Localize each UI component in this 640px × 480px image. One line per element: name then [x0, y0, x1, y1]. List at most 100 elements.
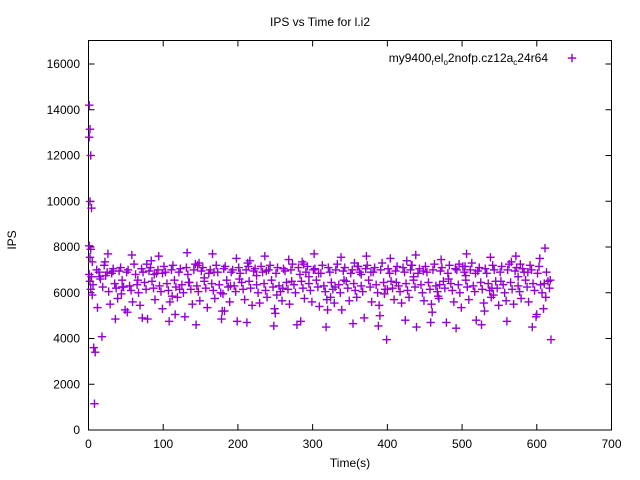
data-point [513, 281, 523, 291]
data-point [85, 197, 95, 206]
data-point [291, 288, 300, 297]
data-point [374, 301, 384, 310]
data-point [288, 259, 297, 269]
data-point [358, 287, 367, 296]
data-point [427, 307, 437, 317]
data-point [362, 251, 371, 261]
data-point [521, 275, 530, 285]
data-point [340, 263, 349, 272]
data-point [128, 297, 137, 307]
data-point [437, 263, 447, 272]
data-point [476, 278, 485, 287]
data-point [402, 256, 411, 265]
data-point [537, 288, 547, 297]
data-point [271, 309, 280, 318]
data-point [413, 269, 423, 278]
y-tick-label: 12000 [47, 149, 81, 163]
data-point [339, 275, 349, 285]
data-point [511, 251, 521, 261]
data-point [93, 303, 102, 312]
data-point [448, 286, 457, 295]
data-point [301, 267, 311, 277]
data-point [304, 272, 314, 281]
data-point [108, 266, 118, 276]
data-point [242, 318, 252, 327]
data-point [218, 289, 228, 299]
x-tick-label: 400 [377, 437, 397, 451]
data-point [167, 265, 176, 275]
data-point [419, 296, 429, 305]
data-point [170, 310, 180, 319]
data-point [395, 287, 405, 296]
data-point [286, 265, 296, 275]
data-point [300, 294, 309, 303]
data-point [337, 305, 346, 315]
data-point [503, 265, 512, 275]
data-point [159, 262, 169, 271]
data-point [245, 256, 255, 265]
data-point [117, 289, 126, 299]
data-point [283, 285, 293, 294]
x-tick-label: 100 [153, 437, 173, 451]
data-point [359, 313, 369, 323]
x-tick-label: 700 [601, 437, 621, 451]
data-point [86, 151, 95, 160]
data-point [467, 258, 476, 268]
data-point [222, 275, 231, 285]
data-point [463, 282, 472, 292]
data-point [272, 290, 281, 300]
data-point [409, 272, 418, 281]
data-point [525, 261, 535, 270]
y-axis-label: IPS [5, 230, 19, 249]
data-point [319, 281, 329, 291]
data-point [268, 282, 278, 292]
data-point [200, 273, 209, 283]
data-point [365, 282, 375, 292]
data-point [271, 269, 281, 278]
data-point [327, 278, 336, 287]
data-point [103, 249, 113, 259]
data-point [507, 285, 517, 294]
data-point [371, 280, 381, 289]
x-tick-label: 200 [228, 437, 248, 451]
data-point [195, 296, 205, 305]
legend-label-part: 24r64 [517, 51, 548, 65]
data-point [295, 270, 305, 279]
data-point [502, 317, 512, 326]
data-point [170, 275, 179, 285]
data-point [392, 278, 401, 287]
data-point [310, 264, 320, 273]
data-point [469, 281, 478, 291]
data-point [123, 265, 133, 275]
data-point [182, 248, 192, 257]
data-point [262, 266, 271, 276]
legend[interactable]: my9400relo2nofp.cz12ac24r64 [389, 51, 577, 67]
data-point [386, 254, 395, 263]
data-point [497, 262, 506, 271]
data-point [379, 278, 388, 287]
data-point [454, 259, 464, 269]
x-tick-label: 0 [85, 437, 92, 451]
data-point [501, 296, 511, 305]
data-point [546, 335, 556, 344]
data-point [480, 306, 489, 316]
data-point [234, 263, 243, 272]
plot-border [88, 40, 612, 431]
data-point [153, 265, 163, 275]
data-point [425, 285, 435, 294]
data-point [138, 267, 148, 277]
data-point [542, 267, 551, 277]
data-point [150, 295, 160, 304]
y-tick-label: 8000 [53, 240, 80, 254]
data-point [212, 261, 221, 270]
y-tick-label: 6000 [53, 286, 80, 300]
data-point [524, 297, 533, 307]
data-point [326, 293, 335, 302]
data-point [435, 280, 444, 289]
data-point [388, 283, 397, 293]
data-point [389, 295, 399, 304]
data-point [376, 265, 385, 275]
y-tick-label: 0 [73, 423, 80, 437]
data-point [489, 290, 498, 300]
